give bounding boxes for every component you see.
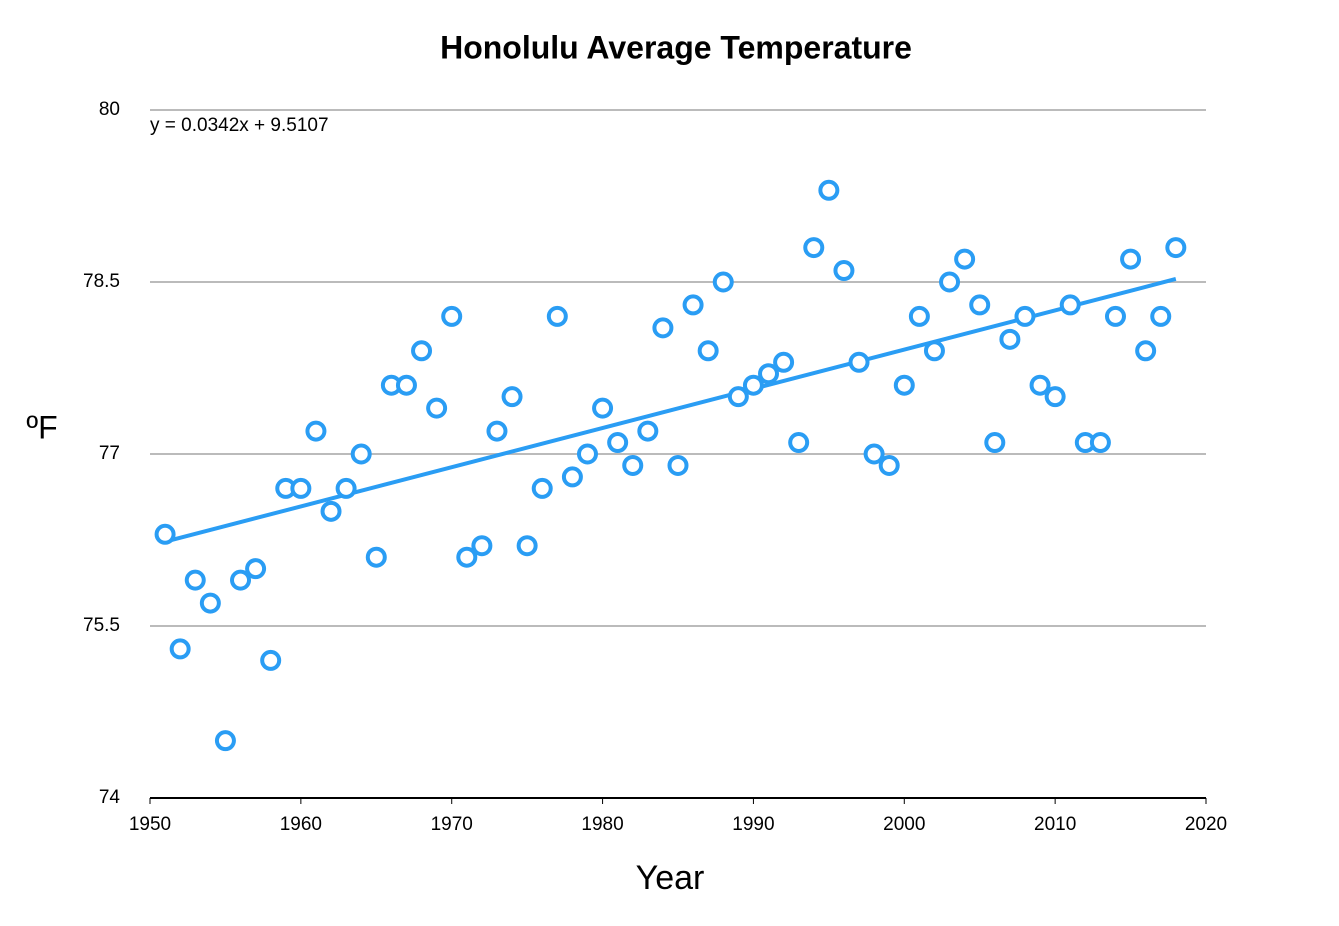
data-point xyxy=(712,271,734,293)
data-point xyxy=(788,432,810,454)
data-point xyxy=(531,477,553,499)
data-point xyxy=(1165,237,1187,259)
data-point xyxy=(999,328,1021,350)
data-point xyxy=(516,535,538,557)
data-point xyxy=(1014,305,1036,327)
data-point xyxy=(637,420,659,442)
y-tick-label: 75.5 xyxy=(83,615,120,636)
x-tick-label: 1970 xyxy=(431,814,473,835)
data-point xyxy=(260,649,282,671)
data-point xyxy=(411,340,433,362)
data-point xyxy=(1135,340,1157,362)
data-point xyxy=(365,546,387,568)
data-point xyxy=(984,432,1006,454)
data-point xyxy=(290,477,312,499)
data-point xyxy=(1104,305,1126,327)
x-tick-label: 2000 xyxy=(883,814,925,835)
data-point xyxy=(335,477,357,499)
trendline-equation: y = 0.0342x + 9.5107 xyxy=(150,115,329,136)
data-point xyxy=(320,500,342,522)
data-point xyxy=(878,454,900,476)
data-point xyxy=(592,397,614,419)
data-point xyxy=(154,523,176,545)
data-point xyxy=(199,592,221,614)
data-point xyxy=(395,374,417,396)
data-point xyxy=(863,443,885,465)
x-tick-label: 2010 xyxy=(1034,814,1076,835)
data-point xyxy=(305,420,327,442)
data-point xyxy=(486,420,508,442)
data-point xyxy=(969,294,991,316)
x-tick-label: 1960 xyxy=(280,814,322,835)
data-point xyxy=(1029,374,1051,396)
data-point xyxy=(1059,294,1081,316)
data-point xyxy=(441,305,463,327)
data-point xyxy=(456,546,478,568)
data-point xyxy=(682,294,704,316)
y-tick-label: 74 xyxy=(99,787,121,808)
data-point xyxy=(833,260,855,282)
data-point xyxy=(561,466,583,488)
data-point xyxy=(576,443,598,465)
data-point xyxy=(954,248,976,270)
data-point xyxy=(893,374,915,396)
trendline xyxy=(164,277,1177,544)
data-point xyxy=(803,237,825,259)
data-point xyxy=(939,271,961,293)
data-point xyxy=(758,363,780,385)
data-point xyxy=(697,340,719,362)
y-axis-label: ºF xyxy=(26,409,57,445)
data-point xyxy=(546,305,568,327)
data-point xyxy=(1089,432,1111,454)
data-point xyxy=(426,397,448,419)
data-point xyxy=(184,569,206,591)
x-tick-label: 2020 xyxy=(1185,814,1227,835)
data-point xyxy=(501,386,523,408)
data-point xyxy=(818,179,840,201)
data-point xyxy=(727,386,749,408)
x-axis-label: Year xyxy=(636,859,705,897)
y-tick-label: 77 xyxy=(99,443,120,464)
data-point xyxy=(923,340,945,362)
data-point xyxy=(1120,248,1142,270)
data-point xyxy=(1150,305,1172,327)
data-point xyxy=(245,558,267,580)
data-point xyxy=(848,351,870,373)
data-point xyxy=(214,730,236,752)
data-point xyxy=(742,374,764,396)
data-point xyxy=(652,317,674,339)
data-point xyxy=(471,535,493,557)
data-point xyxy=(1044,386,1066,408)
x-tick-label: 1950 xyxy=(129,814,171,835)
x-tick-label: 1990 xyxy=(732,814,774,835)
x-tick-label: 1980 xyxy=(581,814,623,835)
y-tick-label: 78.5 xyxy=(83,271,120,292)
data-point xyxy=(773,351,795,373)
chart-title: Honolulu Average Temperature xyxy=(440,29,912,65)
data-point xyxy=(908,305,930,327)
data-point xyxy=(622,454,644,476)
data-point xyxy=(230,569,252,591)
data-point xyxy=(607,432,629,454)
y-tick-label: 80 xyxy=(99,99,120,120)
data-point xyxy=(169,638,191,660)
data-point xyxy=(667,454,689,476)
data-point xyxy=(350,443,372,465)
